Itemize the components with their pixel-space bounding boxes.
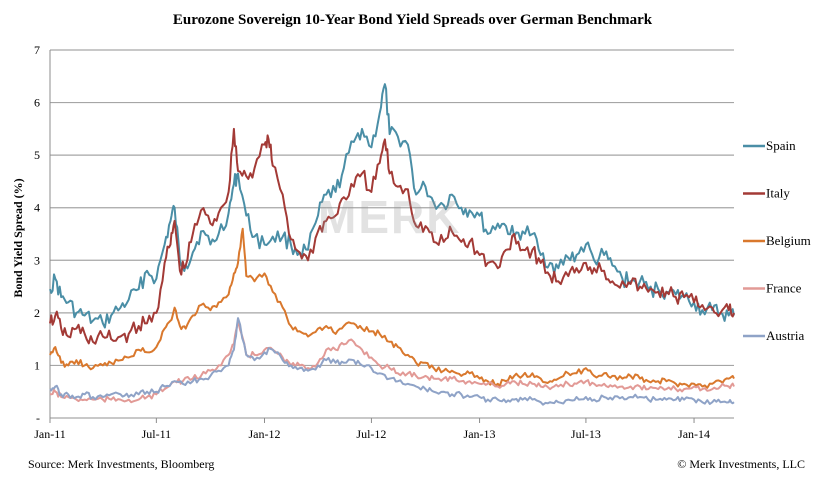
x-tick-label-Jan-11: Jan-11 (34, 427, 66, 441)
x-tick-label-Jan-13: Jan-13 (464, 427, 496, 441)
chart-title: Eurozone Sovereign 10-Year Bond Yield Sp… (172, 12, 653, 28)
x-tick-label-Jul-13: Jul-13 (571, 427, 601, 441)
y-tick-label-2: 2 (34, 306, 40, 320)
watermark-logo: MERK (318, 191, 462, 243)
y-tick-label-3: 3 (34, 253, 40, 267)
series-line-italy (49, 127, 735, 345)
copyright-note: © Merk Investments, LLC (677, 457, 805, 471)
legend-label-france: France (766, 281, 802, 296)
axes: 7 6 5 4 3 2 1 - Jan-11 Jul-11 Jan-12 Jul-12 Jan-13 Ju… (34, 43, 710, 441)
x-tick-label-Jul-12: Jul-12 (356, 427, 386, 441)
y-axis-title: Bond Yield Spread (%) (11, 178, 25, 297)
series-line-belgium (49, 227, 735, 389)
grid-lines (50, 49, 734, 419)
legend-label-italy: Italy (766, 186, 790, 201)
legend-label-austria: Austria (766, 328, 805, 343)
legend-label-spain: Spain (766, 138, 796, 153)
y-tick-label-0: - (36, 411, 40, 425)
y-tick-label-6: 6 (34, 96, 40, 110)
y-tick-label-4: 4 (34, 201, 40, 215)
legend-label-belgium: Belgium (766, 233, 811, 248)
x-tick-label-Jan-12: Jan-12 (248, 427, 280, 441)
source-note: Source: Merk Investments, Bloomberg (28, 457, 215, 471)
legend: Spain Italy Belgium France Austria (743, 138, 811, 343)
y-tick-label-1: 1 (34, 358, 40, 372)
series-line-austria (49, 317, 735, 406)
x-tick-label-Jan-14: Jan-14 (678, 427, 710, 441)
y-tick-label-7: 7 (34, 43, 40, 57)
series-lines (49, 83, 735, 406)
x-tick-label-Jul-11: Jul-11 (142, 427, 172, 441)
series-line-spain (49, 83, 735, 329)
y-tick-label-5: 5 (34, 148, 40, 162)
